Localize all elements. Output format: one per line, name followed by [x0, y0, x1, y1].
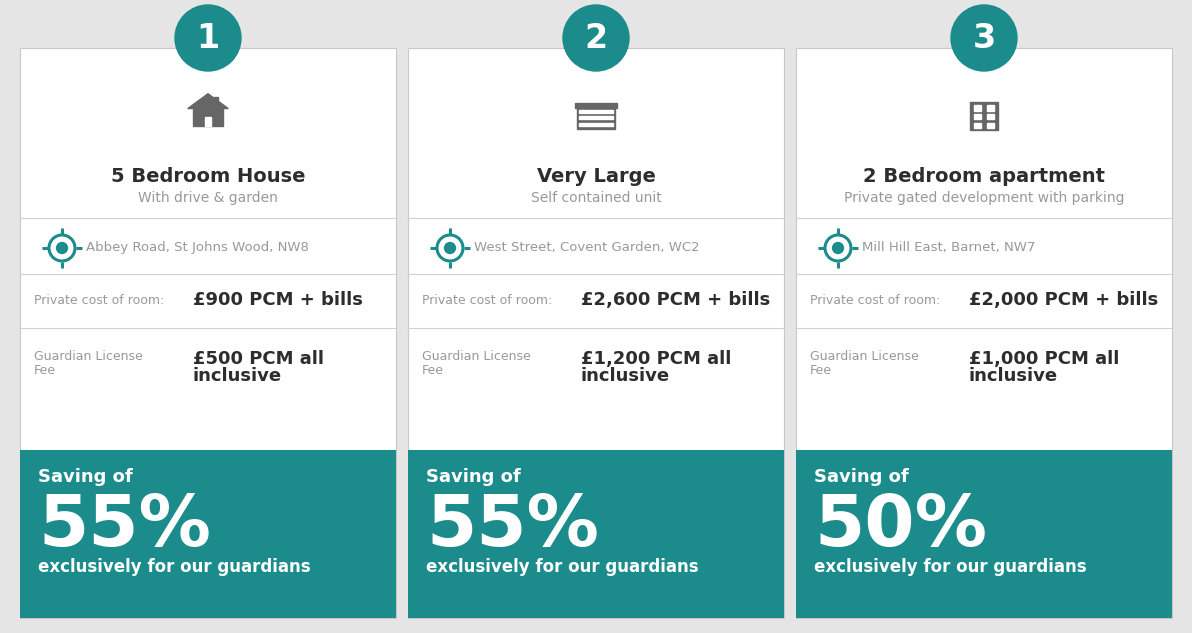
Text: Private cost of room:: Private cost of room: — [35, 294, 164, 306]
Bar — [987, 105, 994, 111]
Text: Mill Hill East, Barnet, NW7: Mill Hill East, Barnet, NW7 — [862, 242, 1036, 254]
Text: Guardian License: Guardian License — [422, 350, 530, 363]
Bar — [577, 108, 615, 129]
FancyBboxPatch shape — [796, 450, 1172, 618]
Text: £2,600 PCM + bills: £2,600 PCM + bills — [581, 291, 770, 309]
Bar — [213, 97, 218, 106]
FancyBboxPatch shape — [20, 48, 396, 618]
FancyBboxPatch shape — [408, 450, 784, 618]
Bar — [970, 102, 999, 130]
Text: Guardian License: Guardian License — [35, 350, 143, 363]
Text: With drive & garden: With drive & garden — [138, 191, 278, 205]
Text: 2 Bedroom apartment: 2 Bedroom apartment — [863, 166, 1105, 185]
Text: exclusively for our guardians: exclusively for our guardians — [426, 558, 699, 576]
Text: Saving of: Saving of — [426, 468, 521, 486]
Text: 55%: 55% — [426, 492, 598, 561]
FancyBboxPatch shape — [20, 450, 396, 618]
Text: exclusively for our guardians: exclusively for our guardians — [814, 558, 1087, 576]
Text: inclusive: inclusive — [581, 367, 670, 385]
Text: £500 PCM all: £500 PCM all — [193, 350, 324, 368]
Text: exclusively for our guardians: exclusively for our guardians — [38, 558, 311, 576]
Text: Saving of: Saving of — [814, 468, 908, 486]
FancyBboxPatch shape — [408, 48, 784, 618]
Text: Private cost of room:: Private cost of room: — [811, 294, 940, 306]
Circle shape — [951, 5, 1017, 71]
Polygon shape — [188, 94, 228, 109]
Circle shape — [175, 5, 241, 71]
Circle shape — [832, 242, 844, 253]
Bar — [987, 114, 994, 120]
Bar — [579, 123, 613, 125]
Bar — [575, 103, 617, 108]
Circle shape — [56, 242, 68, 253]
Text: 50%: 50% — [814, 492, 987, 561]
Text: £1,200 PCM all: £1,200 PCM all — [581, 350, 732, 368]
Text: £1,000 PCM all: £1,000 PCM all — [969, 350, 1119, 368]
Text: Fee: Fee — [35, 364, 56, 377]
Text: Very Large: Very Large — [536, 166, 656, 185]
Text: West Street, Covent Garden, WC2: West Street, Covent Garden, WC2 — [474, 242, 700, 254]
Bar — [579, 110, 613, 113]
Text: Abbey Road, St Johns Wood, NW8: Abbey Road, St Johns Wood, NW8 — [86, 242, 309, 254]
Text: 55%: 55% — [38, 492, 211, 561]
Text: Fee: Fee — [422, 364, 443, 377]
Bar — [987, 123, 994, 128]
Text: 1: 1 — [197, 22, 219, 54]
Text: Guardian License: Guardian License — [811, 350, 919, 363]
Circle shape — [563, 5, 629, 71]
Text: Private cost of room:: Private cost of room: — [422, 294, 552, 306]
Text: £2,000 PCM + bills: £2,000 PCM + bills — [969, 291, 1159, 309]
Text: 2: 2 — [584, 22, 608, 54]
FancyBboxPatch shape — [796, 48, 1172, 618]
Bar — [193, 109, 223, 126]
Circle shape — [445, 242, 455, 253]
Text: Fee: Fee — [811, 364, 832, 377]
Bar — [974, 105, 981, 111]
Bar — [205, 116, 211, 126]
Text: Saving of: Saving of — [38, 468, 132, 486]
Text: Self contained unit: Self contained unit — [530, 191, 662, 205]
Text: inclusive: inclusive — [969, 367, 1058, 385]
Text: 5 Bedroom House: 5 Bedroom House — [111, 166, 305, 185]
Text: 3: 3 — [973, 22, 995, 54]
Text: inclusive: inclusive — [193, 367, 283, 385]
Bar — [974, 114, 981, 120]
Text: Private gated development with parking: Private gated development with parking — [844, 191, 1124, 205]
Bar — [579, 116, 613, 119]
Text: £900 PCM + bills: £900 PCM + bills — [193, 291, 362, 309]
Bar — [974, 123, 981, 128]
